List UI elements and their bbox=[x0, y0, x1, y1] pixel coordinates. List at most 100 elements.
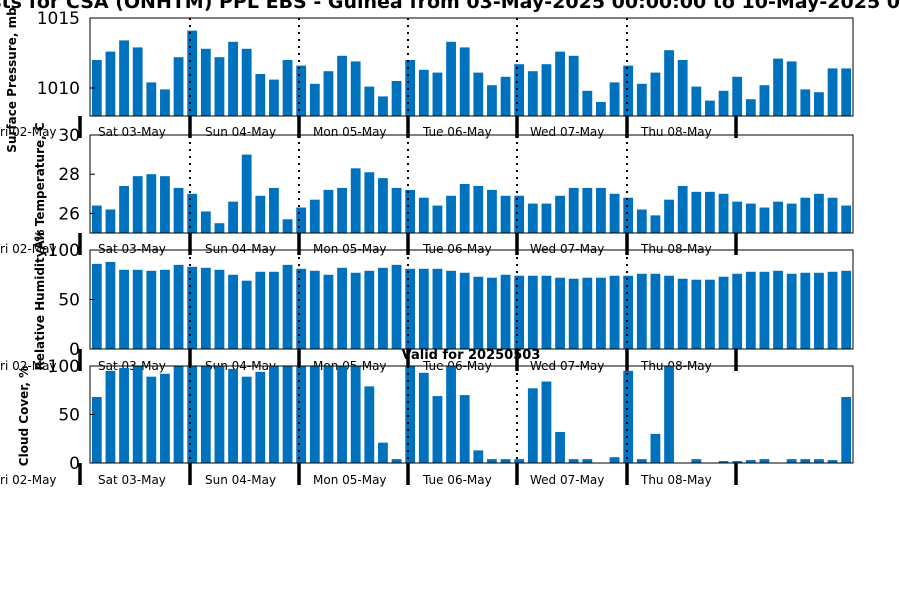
bar bbox=[568, 187, 579, 233]
bar bbox=[173, 264, 184, 349]
bar bbox=[514, 195, 525, 233]
bar bbox=[391, 81, 402, 116]
bar bbox=[623, 197, 634, 233]
bar bbox=[337, 55, 347, 116]
bar bbox=[173, 366, 184, 463]
bar bbox=[650, 215, 661, 233]
bar bbox=[718, 276, 729, 349]
bar bbox=[119, 185, 129, 233]
bar bbox=[541, 275, 552, 349]
day-label: Thu 08-May bbox=[640, 125, 712, 139]
bar bbox=[214, 57, 225, 116]
bar bbox=[473, 276, 484, 349]
bar bbox=[541, 203, 552, 233]
bar bbox=[200, 267, 211, 349]
bar bbox=[146, 376, 157, 463]
bar bbox=[664, 275, 674, 349]
bar bbox=[745, 271, 756, 349]
bar bbox=[718, 461, 729, 463]
day-label: Fri 02-May bbox=[0, 242, 57, 256]
bar bbox=[105, 209, 116, 233]
bar bbox=[269, 366, 279, 463]
bar bbox=[487, 85, 497, 116]
bar bbox=[705, 279, 715, 349]
bar bbox=[364, 172, 375, 233]
day-label: Tue 06-May bbox=[422, 242, 492, 256]
bar bbox=[732, 273, 743, 349]
day-label: Sat 03-May bbox=[98, 242, 166, 256]
bar bbox=[323, 189, 334, 233]
bar bbox=[759, 85, 770, 116]
bar bbox=[91, 205, 102, 233]
bar bbox=[500, 76, 511, 116]
bar bbox=[255, 371, 266, 463]
bar bbox=[228, 201, 238, 233]
bar bbox=[718, 90, 729, 116]
bar bbox=[841, 270, 852, 349]
bar bbox=[241, 154, 252, 233]
bar bbox=[350, 366, 361, 463]
bar bbox=[800, 272, 811, 349]
bar bbox=[160, 176, 170, 233]
bar bbox=[200, 366, 211, 463]
bar bbox=[664, 50, 674, 117]
bar bbox=[732, 201, 743, 233]
bar bbox=[405, 268, 416, 349]
day-label: Wed 07-May bbox=[530, 242, 604, 256]
bar bbox=[732, 461, 743, 463]
bar bbox=[827, 271, 838, 349]
bar bbox=[582, 90, 593, 116]
bar bbox=[623, 275, 634, 349]
bar bbox=[160, 89, 170, 116]
bar bbox=[650, 433, 661, 463]
bar bbox=[200, 48, 211, 116]
bar bbox=[296, 207, 307, 233]
bar bbox=[677, 60, 688, 116]
bar bbox=[337, 267, 347, 349]
bar bbox=[187, 30, 198, 117]
bar bbox=[473, 450, 484, 463]
bar bbox=[596, 277, 606, 349]
bar bbox=[323, 366, 334, 463]
bar bbox=[759, 459, 770, 463]
bar bbox=[609, 82, 620, 116]
bar bbox=[146, 174, 157, 233]
bar bbox=[814, 459, 824, 463]
bar bbox=[636, 83, 647, 116]
bar bbox=[309, 83, 320, 116]
figure-subtitle: Valid for 20250503 bbox=[402, 348, 541, 363]
bar bbox=[541, 64, 552, 116]
bar bbox=[636, 459, 647, 463]
bar bbox=[132, 269, 143, 349]
bar bbox=[596, 187, 606, 233]
bar bbox=[309, 199, 320, 233]
bar bbox=[800, 459, 811, 463]
bar bbox=[623, 370, 634, 463]
day-label: Sat 03-May bbox=[98, 125, 166, 139]
day-label: Wed 07-May bbox=[530, 473, 604, 487]
bar bbox=[664, 199, 674, 233]
bar bbox=[459, 184, 470, 233]
bar bbox=[705, 191, 715, 233]
bar bbox=[446, 195, 456, 233]
day-label: Sun 04-May bbox=[205, 125, 276, 139]
bar bbox=[91, 397, 102, 463]
bar bbox=[228, 274, 238, 349]
y-tick-label: 100 bbox=[48, 357, 80, 377]
bar bbox=[337, 366, 347, 463]
bar bbox=[677, 185, 688, 233]
bar bbox=[759, 207, 770, 233]
bar bbox=[255, 74, 266, 116]
bar bbox=[786, 459, 797, 463]
bar bbox=[282, 366, 293, 463]
bar bbox=[500, 459, 511, 463]
day-label: Mon 05-May bbox=[313, 473, 387, 487]
bar bbox=[241, 280, 252, 349]
bar bbox=[378, 96, 388, 116]
bar bbox=[514, 64, 525, 116]
bar bbox=[732, 76, 743, 116]
bar bbox=[378, 178, 388, 233]
day-label: Sat 03-May bbox=[98, 473, 166, 487]
y-tick-label: 0 bbox=[69, 454, 80, 474]
bar bbox=[827, 68, 838, 116]
